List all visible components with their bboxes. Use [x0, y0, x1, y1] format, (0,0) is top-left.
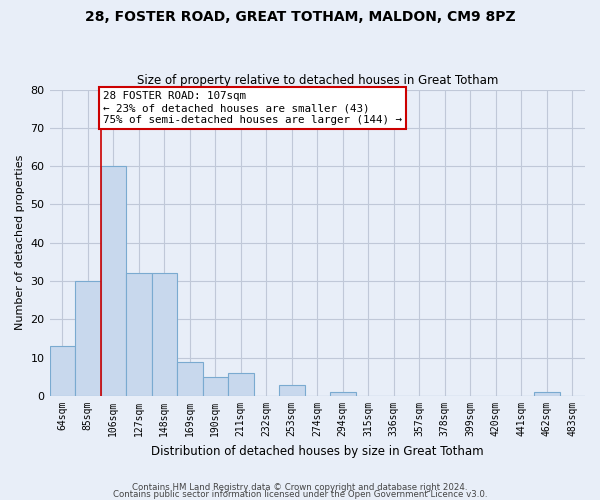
Bar: [228, 373, 254, 396]
Text: Contains public sector information licensed under the Open Government Licence v3: Contains public sector information licen…: [113, 490, 487, 499]
X-axis label: Distribution of detached houses by size in Great Totham: Distribution of detached houses by size …: [151, 444, 484, 458]
Text: Contains HM Land Registry data © Crown copyright and database right 2024.: Contains HM Land Registry data © Crown c…: [132, 484, 468, 492]
Bar: [101, 166, 126, 396]
Bar: [126, 274, 152, 396]
Bar: [203, 377, 228, 396]
Bar: [50, 346, 75, 396]
Bar: [534, 392, 560, 396]
Y-axis label: Number of detached properties: Number of detached properties: [15, 155, 25, 330]
Text: 28 FOSTER ROAD: 107sqm
← 23% of detached houses are smaller (43)
75% of semi-det: 28 FOSTER ROAD: 107sqm ← 23% of detached…: [103, 92, 402, 124]
Bar: [330, 392, 356, 396]
Bar: [152, 274, 177, 396]
Bar: [75, 281, 101, 396]
Text: 28, FOSTER ROAD, GREAT TOTHAM, MALDON, CM9 8PZ: 28, FOSTER ROAD, GREAT TOTHAM, MALDON, C…: [85, 10, 515, 24]
Bar: [279, 384, 305, 396]
Title: Size of property relative to detached houses in Great Totham: Size of property relative to detached ho…: [137, 74, 498, 87]
Bar: [177, 362, 203, 396]
